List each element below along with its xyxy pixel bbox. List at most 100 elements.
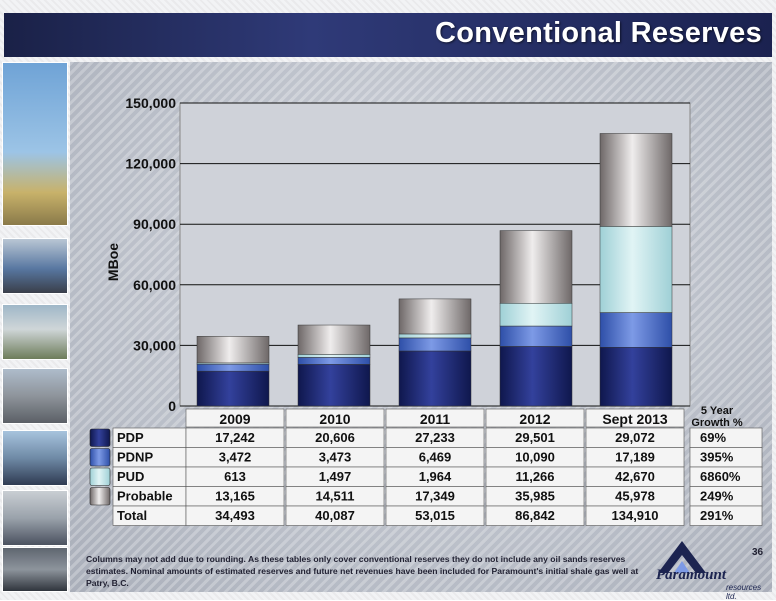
table-value: 53,015 [415,508,455,523]
y-tick-label: 0 [168,398,176,414]
bar-pud-2010 [297,354,371,358]
bar-pdp-sept-2013 [599,347,673,407]
growth-value: 69% [700,430,726,445]
table-value: 3,473 [319,450,352,465]
table-value: 29,072 [615,430,655,445]
bar-pud-sept-2013 [599,226,673,313]
company-logo: Paramount resources ltd. [648,537,774,601]
y-tick-label: 90,000 [133,216,176,232]
category-label: 2010 [319,411,350,427]
page-number: 36 [752,547,764,558]
table-value: 11,266 [515,469,554,484]
table-value: 14,511 [315,489,354,504]
table-value: 613 [224,469,246,484]
category-label: Sept 2013 [602,411,668,427]
table-value: 13,165 [215,489,255,504]
table-value: 20,606 [315,430,355,445]
bar-pdp-2010 [297,364,371,407]
table-value: 29,501 [515,430,555,445]
table-value: 10,090 [515,450,555,465]
row-label: PUD [117,469,144,484]
table-header-cell [585,408,685,428]
bar-pdnp-2010 [297,357,371,365]
table-header-cell [385,408,485,428]
table-header-cell [485,408,585,428]
bar-probable-2009 [196,336,270,364]
bar-probable-2010 [297,324,371,355]
y-axis-ticks: 0 30,000 60,000 90,000 120,000 150,000 [125,95,176,414]
row-label: PDNP [117,450,153,465]
bar-probable-2012 [499,230,573,304]
table-value: 134,910 [612,508,659,523]
photo-compressor [2,547,68,592]
table-value: 17,242 [215,430,255,445]
table-value: 1,964 [419,469,452,484]
slide-title: Conventional Reserves [434,17,762,49]
bar-pdp-2011 [398,350,472,407]
bar-pud-2012 [499,303,573,327]
footnote: Columns may not add due to rounding. As … [86,554,639,588]
category-label: 2009 [219,411,250,427]
y-tick-label: 30,000 [133,337,176,353]
category-label: 2012 [519,411,550,427]
table-cell [585,505,685,526]
row-label: PDP [117,430,144,445]
legend-swatch-pud [89,467,111,486]
photo-strip [2,62,68,592]
table-value: 40,087 [315,508,355,523]
legend-swatch-probable [89,487,111,506]
bar-pdp-2012 [499,346,573,407]
growth-value: 395% [700,450,734,465]
table-cell [185,505,285,526]
y-axis-label: MBoe [105,243,121,281]
bar-pdnp-2012 [499,325,573,347]
photo-drilling-rig [2,62,68,226]
table-cell [385,505,485,526]
table-value: 17,189 [615,450,655,465]
mountain-logo-icon [658,541,706,573]
y-tick-label: 60,000 [133,277,176,293]
bar-pdnp-sept-2013 [599,312,673,348]
photo-plant [2,368,68,424]
bar-probable-sept-2013 [599,133,673,227]
table-value: 86,842 [515,508,555,523]
growth-value: 291% [700,508,734,523]
y-tick-label: 120,000 [125,156,176,172]
table-value: 6,469 [419,450,452,465]
table-value: 17,349 [415,489,455,504]
photo-facility [2,238,68,294]
row-label: Probable [117,489,173,504]
table-value: 1,497 [319,469,352,484]
photo-pipeline [2,430,68,486]
bar-pdnp-2011 [398,337,472,352]
growth-cell [689,505,763,526]
table-value: 27,233 [415,430,455,445]
table-value: 3,472 [219,450,252,465]
photo-tanks [2,304,68,360]
table-cell [485,505,585,526]
bar-stacks [196,133,673,407]
table-value: 35,985 [515,489,555,504]
table-value: 34,493 [215,508,255,523]
table-value: 45,978 [615,489,655,504]
bar-pdp-2009 [196,370,270,407]
photo-vessel [2,490,68,546]
y-tick-label: 150,000 [125,95,176,111]
bar-pdnp-2009 [196,363,270,372]
growth-header: Growth % [691,417,743,429]
row-label: Total [117,508,147,523]
table-cell [285,505,385,526]
table-header-cell [185,408,285,428]
growth-value: 249% [700,489,734,504]
bar-probable-2011 [398,298,472,335]
table-value: 42,670 [615,469,655,484]
logo-word: Paramount [656,567,727,583]
growth-header: 5 Year [701,405,734,417]
category-label: 2011 [420,411,451,427]
title-bar: Conventional Reserves [4,13,772,57]
bar-pud-2011 [398,333,472,339]
table-header-cell [285,408,385,428]
